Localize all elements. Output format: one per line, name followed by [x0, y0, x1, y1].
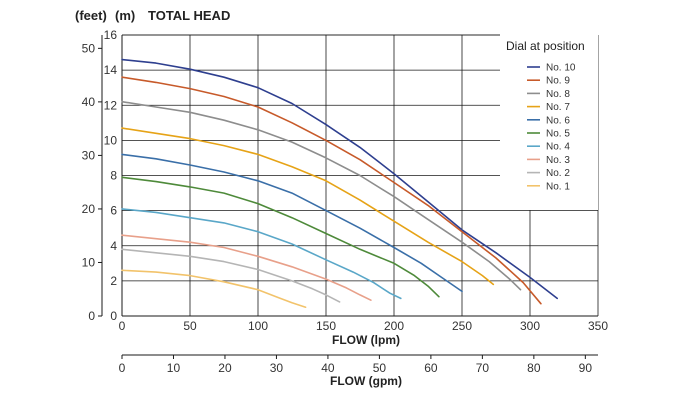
- series-line: [121, 208, 402, 300]
- series-line: [121, 234, 372, 301]
- series-line: [121, 248, 341, 303]
- y-tick-label-m: 12: [104, 98, 118, 112]
- legend-label: No. 6: [546, 115, 570, 126]
- y-tick-label-ft: 30: [82, 148, 96, 162]
- x-tick-label-lpm: 50: [183, 319, 197, 333]
- y-tick-label-m: 10: [104, 133, 118, 147]
- series-line: [121, 127, 495, 286]
- x-tick-label-gpm: 10: [167, 361, 181, 375]
- legend-label: No. 1: [546, 181, 570, 192]
- x-axis-label-lpm: FLOW (lpm): [332, 333, 400, 347]
- chart-title: TOTAL HEAD: [148, 8, 230, 23]
- series-line: [121, 153, 463, 293]
- legend-label: No. 3: [546, 155, 570, 166]
- x-tick-label-gpm: 30: [270, 361, 284, 375]
- x-axis-label-gpm: FLOW (gpm): [330, 374, 402, 388]
- legend-items: No. 10 No. 9 No. 8 No. 7 No. 6 No. 5 No. 4 No. …: [527, 63, 576, 192]
- x-tick-label-lpm: 0: [119, 319, 126, 333]
- x-tick-label-gpm: 40: [321, 361, 335, 375]
- legend-label: No. 10: [546, 63, 576, 74]
- y-tick-label-ft: 20: [82, 202, 96, 216]
- series-line: [121, 100, 522, 291]
- y-tick-label-m: 0: [110, 309, 117, 323]
- legend-label: No. 9: [546, 76, 570, 87]
- x-tick-label-lpm: 300: [520, 319, 540, 333]
- x-tick-label-lpm: 250: [452, 319, 472, 333]
- x-tick-label-gpm: 50: [373, 361, 387, 375]
- y-tick-label-m: 4: [110, 239, 117, 253]
- x-tick-label-gpm: 70: [476, 361, 490, 375]
- y-tick-label-m: 16: [104, 28, 118, 42]
- y-tick-label-m: 2: [110, 274, 117, 288]
- legend-label: No. 4: [546, 142, 570, 153]
- y-tick-label-ft: 40: [82, 95, 96, 109]
- x-tick-label-lpm: 150: [316, 319, 336, 333]
- x-tick-label-gpm: 0: [119, 361, 126, 375]
- feet-unit-label: (feet): [75, 8, 107, 23]
- legend-box: [500, 34, 598, 210]
- x-tick-label-gpm: 60: [424, 361, 438, 375]
- x-tick-label-gpm: 20: [218, 361, 232, 375]
- y-tick-label-m: 8: [110, 169, 117, 183]
- y-tick-label-ft: 10: [82, 255, 96, 269]
- series-line: [121, 76, 542, 305]
- series-lines: [121, 58, 558, 308]
- y-tick-label-ft: 0: [88, 309, 95, 323]
- legend-label: No. 5: [546, 129, 570, 140]
- legend-label: No. 8: [546, 89, 570, 100]
- series-line: [121, 176, 440, 298]
- series-line: [121, 58, 558, 300]
- meter-unit-label: (m): [115, 8, 135, 23]
- x-tick-label-gpm: 90: [579, 361, 593, 375]
- x-tick-label-lpm: 200: [384, 319, 404, 333]
- legend-label: No. 7: [546, 102, 570, 113]
- x-tick-label-lpm: 350: [588, 319, 608, 333]
- y-tick-label-m: 14: [104, 63, 118, 77]
- x-tick-label-gpm: 80: [527, 361, 541, 375]
- legend-title: Dial at position: [506, 39, 585, 53]
- y-tick-label-m: 6: [110, 204, 117, 218]
- legend-label: No. 2: [546, 168, 570, 179]
- y-tick-label-ft: 50: [82, 41, 96, 55]
- series-line: [121, 269, 307, 308]
- x-tick-label-lpm: 100: [248, 319, 268, 333]
